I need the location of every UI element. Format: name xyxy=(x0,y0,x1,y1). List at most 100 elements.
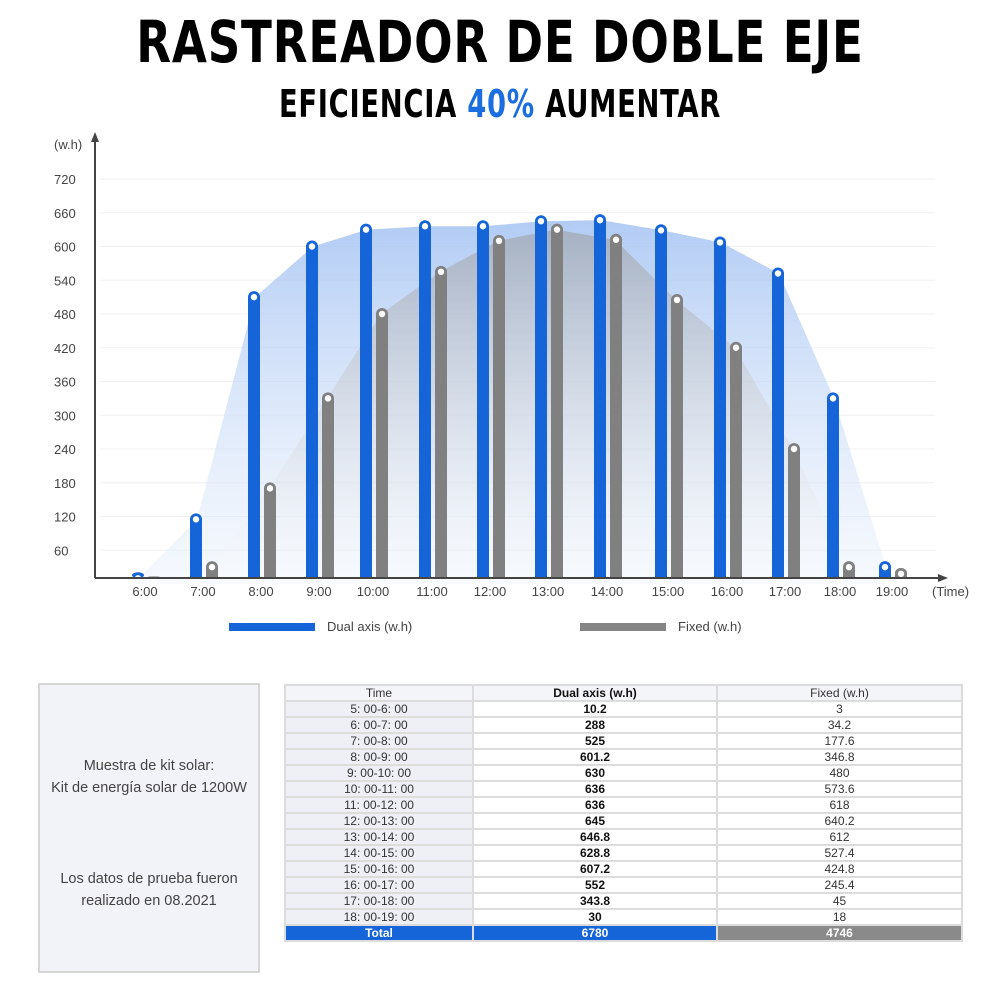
x-tick-label: 19:00 xyxy=(876,584,909,599)
bar-fixed-body xyxy=(788,449,800,578)
table-cell: 525 xyxy=(472,732,718,750)
table-total-row: Total 6780 4746 xyxy=(284,924,963,942)
table-cell: 177.6 xyxy=(716,732,963,750)
table-cell: 6780 xyxy=(472,924,718,942)
data-point-icon xyxy=(553,226,561,233)
legend-dual: Dual axis (w.h) xyxy=(229,619,412,634)
table-cell: 245.4 xyxy=(716,876,963,894)
bar-dual-body xyxy=(827,398,839,578)
table-cell: 4746 xyxy=(716,924,963,942)
table-cell: 16: 00-17: 00 xyxy=(284,876,474,894)
bar-fixed-body xyxy=(376,314,388,578)
y-axis-ticks: 60 120 180 240 300 360 420 480 540 600 660 720 xyxy=(54,172,76,558)
y-tick-label: 120 xyxy=(54,510,76,525)
data-point-icon xyxy=(612,236,620,243)
x-tick-label: 10:00 xyxy=(357,584,390,599)
table-row: 14: 00-15: 00 628.8 527.4 xyxy=(284,844,963,862)
bar-dual-body xyxy=(360,229,372,578)
bars xyxy=(132,214,907,586)
table-cell: 6: 00-7: 00 xyxy=(284,716,474,734)
table-row: 11: 00-12: 00 636 618 xyxy=(284,796,963,814)
data-point-icon xyxy=(897,570,905,578)
data-point-icon xyxy=(324,395,332,402)
table-cell: 607.2 xyxy=(472,860,718,878)
data-point-icon xyxy=(192,516,200,523)
y-tick-label: 240 xyxy=(54,442,76,457)
table-cell: 628.8 xyxy=(472,844,718,862)
table-cell: 480 xyxy=(716,764,963,782)
test-info-line1: Los datos de prueba fueron xyxy=(60,871,238,887)
data-point-icon xyxy=(495,237,503,245)
table-cell: 646.8 xyxy=(472,828,718,846)
table-row: 17: 00-18: 00 343.8 45 xyxy=(284,892,963,910)
table-cell: 12: 00-13: 00 xyxy=(284,812,474,830)
table-cell: Time xyxy=(284,684,474,702)
table-row: 7: 00-8: 00 525 177.6 xyxy=(284,732,963,750)
bar-fixed-body xyxy=(551,229,563,578)
bar-dual-body xyxy=(655,230,667,579)
y-tick-label: 60 xyxy=(54,543,68,558)
kit-info-line2: Kit de energía solar de 1200W xyxy=(51,780,247,796)
data-point-icon xyxy=(250,293,258,301)
data-point-icon xyxy=(150,579,158,586)
x-tick-label: 14:00 xyxy=(591,584,624,599)
subtitle-accent: 40% xyxy=(467,82,535,126)
data-point-icon xyxy=(774,270,782,277)
x-tick-label: 15:00 xyxy=(652,584,685,599)
x-tick-label: 16:00 xyxy=(711,584,744,599)
table-cell: 640.2 xyxy=(716,812,963,830)
table-cell: 573.6 xyxy=(716,780,963,798)
table-cell: 7: 00-8: 00 xyxy=(284,732,474,750)
data-table: Time Dual axis (w.h) Fixed (w.h) 5: 00-6: 0… xyxy=(284,684,963,942)
y-tick-label: 360 xyxy=(54,375,76,390)
y-axis-label: (w.h) xyxy=(54,137,82,152)
table-cell: 618 xyxy=(716,796,963,814)
x-axis-ticks: 6:00 7:00 8:00 9:00 10:00 11:00 12:00 13:00 14:0… xyxy=(132,584,908,599)
x-tick-label: 8:00 xyxy=(248,584,273,599)
table-cell: 11: 00-12: 00 xyxy=(284,796,474,814)
bar-fixed-body xyxy=(322,398,334,578)
bar-dual-body xyxy=(306,246,318,578)
data-point-icon xyxy=(881,563,889,571)
data-point-icon xyxy=(362,226,370,233)
table-cell: 34.2 xyxy=(716,716,963,734)
y-tick-label: 480 xyxy=(54,307,76,322)
data-point-icon xyxy=(657,227,665,234)
kit-info-line1: Muestra de kit solar: xyxy=(83,758,215,774)
page-title: RASTREADOR DE DOBLE EJE xyxy=(136,8,864,76)
data-point-icon xyxy=(266,485,274,492)
page-subtitle: EFICIENCIA 40% AUMENTAR xyxy=(140,82,860,126)
sample-info-box: Muestra de kit solar: Kit de energía sol… xyxy=(38,683,260,973)
table-cell: 527.4 xyxy=(716,844,963,862)
x-tick-label: 9:00 xyxy=(306,584,331,599)
table-row: 8: 00-9: 00 601.2 346.8 xyxy=(284,748,963,766)
table-row: 16: 00-17: 00 552 245.4 xyxy=(284,876,963,894)
table-row: 18: 00-19: 00 30 18 xyxy=(284,908,963,926)
bar-dual-body xyxy=(535,221,547,578)
data-point-icon xyxy=(732,344,740,351)
table-cell: 30 xyxy=(472,908,718,926)
y-tick-label: 720 xyxy=(54,172,76,187)
y-tick-label: 540 xyxy=(54,273,76,288)
y-tick-label: 600 xyxy=(54,240,76,255)
test-date-info: Los datos de prueba fueron realizado en … xyxy=(40,868,258,912)
table-row: 6: 00-7: 00 288 34.2 xyxy=(284,716,963,734)
data-point-icon xyxy=(437,268,445,276)
y-tick-label: 660 xyxy=(54,206,76,221)
table-header-row: Time Dual axis (w.h) Fixed (w.h) xyxy=(284,684,963,702)
subtitle-prefix: EFICIENCIA xyxy=(278,82,457,126)
table-cell: 14: 00-15: 00 xyxy=(284,844,474,862)
bar-fixed-body xyxy=(435,271,447,578)
data-point-icon xyxy=(308,243,316,250)
bar-fixed-body xyxy=(843,567,855,578)
y-tick-label: 420 xyxy=(54,341,76,356)
table-cell: 15: 00-16: 00 xyxy=(284,860,474,878)
x-tick-label: 7:00 xyxy=(190,584,215,599)
table-cell: 18 xyxy=(716,908,963,926)
table-cell: 636 xyxy=(472,796,718,814)
table-cell: 424.8 xyxy=(716,860,963,878)
table-cell: 636 xyxy=(472,780,718,798)
bar-fixed-body xyxy=(264,488,276,578)
bar-dual-body xyxy=(879,567,891,578)
x-tick-label: 17:00 xyxy=(769,584,802,599)
